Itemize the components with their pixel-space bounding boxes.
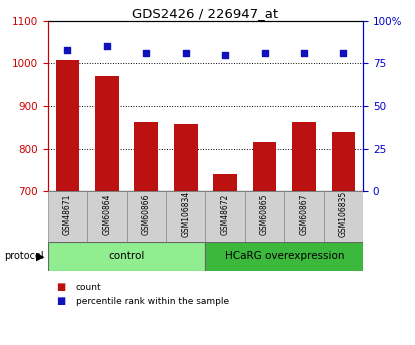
Text: ■: ■ (56, 283, 65, 292)
Point (340, 50, 347, 56)
Bar (332, 132, 355, 345)
Text: protocol: protocol (4, 251, 44, 261)
Bar (205, 241, 363, 271)
Point (143, 50, 150, 56)
Text: ▶: ▶ (36, 251, 44, 261)
Text: percentile rank within the sample: percentile rank within the sample (76, 297, 229, 306)
Point (261, 50, 268, 56)
Point (300, 50, 307, 56)
Bar (205, 191, 245, 242)
Bar (213, 174, 237, 345)
Bar (56, 60, 79, 345)
Text: ■: ■ (56, 296, 65, 306)
Bar (48, 191, 87, 242)
Bar (324, 191, 363, 242)
Bar (292, 122, 316, 345)
Title: GDS2426 / 226947_at: GDS2426 / 226947_at (132, 7, 278, 20)
Bar (245, 191, 284, 242)
Point (104, 43, 110, 49)
Point (64, 47, 71, 52)
Text: control: control (108, 251, 145, 261)
Text: GSM60866: GSM60866 (142, 193, 151, 235)
Text: HCaRG overexpression: HCaRG overexpression (225, 251, 344, 261)
Bar (253, 142, 276, 345)
Text: count: count (76, 283, 102, 292)
Bar (166, 191, 205, 242)
Text: GSM106834: GSM106834 (181, 191, 190, 237)
Bar (174, 125, 198, 345)
Text: GSM60867: GSM60867 (300, 193, 308, 235)
Point (183, 50, 189, 56)
Bar (95, 76, 119, 345)
Text: GSM60864: GSM60864 (103, 193, 111, 235)
Bar (48, 241, 205, 271)
Bar (134, 122, 158, 345)
Text: GSM60865: GSM60865 (260, 193, 269, 235)
Text: GSM48671: GSM48671 (63, 193, 72, 235)
Bar (284, 191, 324, 242)
Bar (127, 191, 166, 242)
Bar (87, 191, 127, 242)
Point (222, 52, 229, 58)
Text: GSM106835: GSM106835 (339, 191, 348, 237)
Text: GSM48672: GSM48672 (221, 193, 229, 235)
